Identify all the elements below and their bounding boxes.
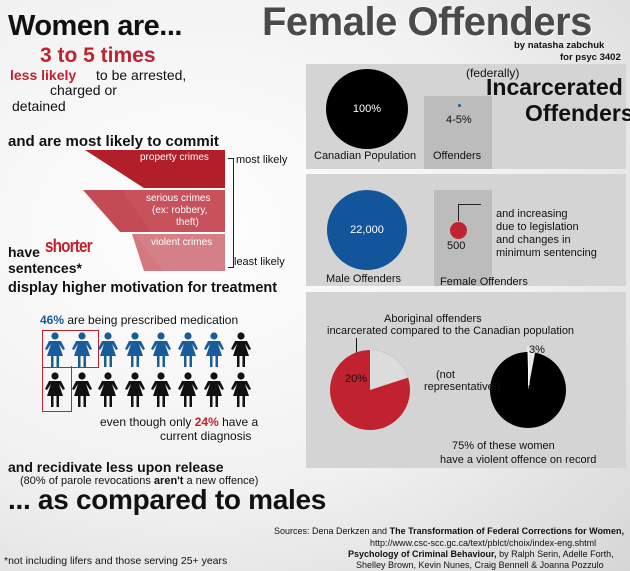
recidivate-sub-a: (80% of parole revocations (20, 475, 151, 487)
arrow-to-pie1 (356, 338, 357, 358)
recidivate-sub-c: a new offence) (186, 475, 259, 487)
incarcerated-title-2: Offenders (525, 100, 630, 126)
aboriginal-line2: incarcerated compared to the Canadian po… (327, 325, 575, 337)
sentences-label: sentences* (8, 260, 82, 276)
male-label: Male Offenders (326, 273, 402, 285)
diagnosis-text-a: even though only (100, 415, 192, 429)
pie2-pct: 3% (529, 344, 545, 356)
increase-line2: due to legislation (496, 221, 579, 233)
likelihood-bracket (228, 158, 234, 268)
female-figure-icon (71, 332, 92, 367)
female-label: Female Offenders (440, 276, 528, 288)
increase-line1: and increasing (496, 208, 568, 220)
female-figure-icon (151, 332, 171, 367)
diagnosis-pct: 24% (194, 415, 219, 429)
canadian-pct: 100% (352, 103, 382, 115)
diagnosis-text-b: have a (222, 415, 259, 429)
crime-property-label: property crimes (140, 152, 209, 163)
canadian-population-circle: 100% (326, 69, 408, 149)
female-count: 500 (447, 240, 466, 252)
increase-line4: minimum sentencing (496, 247, 597, 259)
pie-1-slice-aboriginal (370, 350, 409, 390)
headline: Women are... (8, 10, 182, 42)
motivation-heading: display higher motivation for treatment (8, 280, 278, 296)
sources-line3: Psychology of Criminal Behaviour, by Ral… (348, 549, 614, 559)
big-stat: 3 to 5 times (40, 44, 156, 67)
byline-2: for psyc 3402 (560, 52, 621, 63)
sources-line4: Shelley Brown, Kevin Nunes, Craig Bennel… (356, 560, 604, 570)
aboriginal-pies (330, 346, 566, 430)
sources-line3-a: Psychology of Criminal Behaviour, (348, 549, 497, 559)
male-offenders-circle: 22,000 (327, 190, 407, 270)
offenders-subpanel (424, 96, 492, 169)
crime-serious-label-3: theft) (176, 217, 199, 228)
aboriginal-line1: Aboriginal offenders (384, 313, 482, 325)
less-likely: less likely (10, 67, 77, 83)
arrest-line3: detained (12, 98, 66, 114)
female-figure-icon (45, 332, 65, 367)
diagnosis-line1: even though only 24% have a (100, 415, 258, 429)
female-figure-icon (98, 372, 118, 407)
least-likely-label: least likely (234, 256, 285, 268)
crime-violent-label: violent crimes (151, 237, 213, 248)
main-title: Female Offenders (262, 0, 592, 44)
violent-line2: have a violent offence on record (440, 454, 597, 466)
violent-line1: 75% of these women (452, 440, 555, 452)
male-count: 22,000 (350, 224, 384, 236)
pie-2-pointer (527, 346, 530, 386)
offenders-label: Offenders (433, 150, 482, 162)
recidivate-sub-b: aren't (153, 475, 184, 487)
incarcerated-title-1: Incarcerated (486, 74, 623, 100)
female-figure-icon (177, 332, 198, 367)
person-grid (44, 332, 254, 410)
commit-heading: and are most likely to commit (8, 133, 219, 150)
female-figure-icon (151, 372, 171, 407)
medication-line: 46% are being prescribed medication (40, 313, 238, 327)
medication-pct: 46% (40, 313, 65, 327)
increase-connector (458, 204, 481, 221)
crime-serious-label-1: serious crimes (146, 193, 211, 204)
increase-line3: and changes in (496, 234, 571, 246)
female-figure-icon (98, 332, 118, 367)
medication-text: are being prescribed medication (67, 313, 239, 327)
female-figure-icon (71, 372, 92, 407)
female-figure-icon (177, 372, 198, 407)
arrest-line2: charged or (50, 82, 117, 98)
byline-1: by natasha zabchuk (514, 40, 605, 51)
female-figure-icon (124, 332, 145, 367)
not-rep-1: (not (436, 369, 455, 381)
female-figure-icon (45, 372, 65, 407)
sources-line1-a: Sources: Dena Derkzen and (274, 526, 388, 536)
female-figure-icon (204, 332, 224, 367)
most-likely-label: most likely (236, 154, 288, 166)
female-figure-icon (230, 372, 251, 407)
arrest-line1: to be arrested, (96, 67, 187, 83)
pie1-pct: 20% (345, 373, 368, 385)
compared-to-males: ... as compared to males (8, 484, 327, 515)
footnote: *not including lifers and those serving … (4, 555, 228, 567)
shorter-label: shorter (45, 236, 93, 256)
female-subpanel (434, 190, 492, 286)
federally-label: (federally) (466, 66, 520, 80)
offenders-dot (458, 104, 461, 107)
sources-line1: Sources: Dena Derkzen and The Transforma… (274, 526, 624, 536)
sources-line3-b: by Ralph Serin, Adelle Forth, (499, 549, 614, 559)
crime-serious-label-2: (ex: robbery, (152, 205, 208, 216)
have-label: have (8, 244, 40, 260)
not-rep-2: representative!) (424, 381, 501, 393)
sources-line1-b: The Transformation of Federal Correction… (389, 526, 624, 536)
female-figure-icon (230, 332, 251, 367)
female-figure-icon (204, 372, 224, 407)
canadian-label: Canadian Population (314, 150, 417, 162)
female-offenders-circle (450, 222, 467, 239)
offenders-pct: 4-5% (446, 114, 472, 126)
sources-line2: http://www.csc-scc.gc.ca/text/pblct/choi… (370, 538, 597, 548)
diagnosis-line2: current diagnosis (160, 429, 252, 443)
female-figure-icon (124, 372, 145, 407)
recidivate-heading: and recidivate less upon release (8, 459, 224, 475)
pie-2-slice-aboriginal (528, 352, 536, 390)
recidivate-sub: (80% of parole revocations aren't a new … (20, 475, 258, 487)
